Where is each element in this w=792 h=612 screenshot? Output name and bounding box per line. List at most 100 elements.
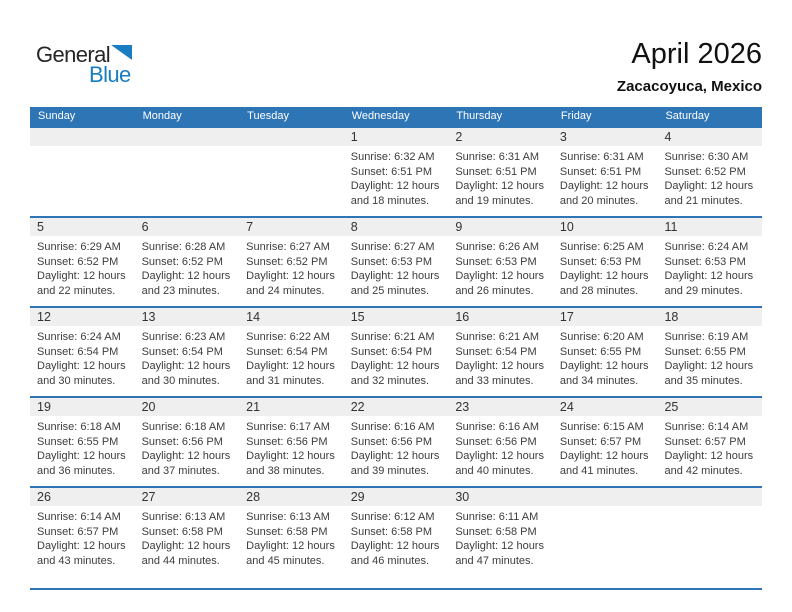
day-details	[239, 146, 344, 150]
day-cell-16: 16 Sunrise: 6:21 AM Sunset: 6:54 PM Dayligh…	[448, 308, 553, 396]
day-details: Sunrise: 6:21 AM Sunset: 6:54 PM Daylight:…	[448, 326, 553, 388]
day-detail-line: Sunrise: 6:28 AM	[141, 241, 226, 253]
day-detail-line: Daylight: 12 hours	[246, 540, 335, 552]
day-detail-line: Sunrise: 6:30 AM	[664, 151, 749, 163]
weekday-header-monday: Monday	[142, 110, 182, 122]
day-detail-line: and 47 minutes.	[455, 554, 534, 567]
day-cell-empty	[134, 128, 240, 216]
week-row-2: 5 Sunrise: 6:29 AM Sunset: 6:52 PM Daylight…	[30, 216, 763, 306]
day-number: 11	[657, 218, 763, 236]
day-detail-line: Sunrise: 6:27 AM	[246, 241, 330, 253]
day-detail-line: Daylight: 12 hours	[246, 450, 335, 462]
day-details: Sunrise: 6:24 AM Sunset: 6:54 PM Daylight:…	[30, 326, 135, 388]
day-number: 16	[448, 308, 553, 326]
day-detail-line: Sunrise: 6:13 AM	[246, 511, 330, 523]
general-blue-logo: General Blue	[36, 44, 133, 86]
day-details: Sunrise: 6:16 AM Sunset: 6:56 PM Daylight:…	[344, 416, 449, 478]
day-number: 18	[657, 308, 763, 326]
day-detail-line: and 46 minutes.	[350, 554, 430, 567]
day-number: 14	[239, 308, 344, 326]
day-detail-line: Sunrise: 6:32 AM	[350, 151, 435, 163]
day-detail-line: Sunrise: 6:21 AM	[350, 331, 435, 343]
day-detail-line: and 36 minutes.	[37, 464, 116, 477]
day-detail-line: Sunset: 6:58 PM	[246, 525, 328, 538]
day-number: 26	[30, 488, 135, 506]
day-detail-line: Sunset: 6:58 PM	[350, 525, 433, 538]
week-row-3: 12 Sunrise: 6:24 AM Sunset: 6:54 PM Dayligh…	[30, 306, 763, 396]
day-details: Sunrise: 6:11 AM Sunset: 6:58 PM Daylight:…	[448, 506, 553, 568]
day-detail-line: Sunset: 6:54 PM	[37, 345, 119, 358]
day-cell-11: 11 Sunrise: 6:24 AM Sunset: 6:53 PM Dayligh…	[657, 218, 763, 306]
day-number: 28	[239, 488, 344, 506]
day-detail-line: Sunset: 6:55 PM	[664, 345, 746, 358]
day-details: Sunrise: 6:23 AM Sunset: 6:54 PM Daylight:…	[135, 326, 240, 388]
day-detail-line: and 34 minutes.	[559, 374, 639, 387]
day-cell-13: 13 Sunrise: 6:23 AM Sunset: 6:54 PM Dayligh…	[134, 308, 240, 396]
week-row-5: 26 Sunrise: 6:14 AM Sunset: 6:57 PM Dayligh…	[30, 486, 763, 576]
day-number: 1	[343, 128, 449, 146]
weekday-header-row: Sunday Monday Tuesday Wednesday Thursday Frid…	[30, 107, 762, 126]
day-detail-line: Sunrise: 6:17 AM	[246, 421, 330, 433]
day-detail-line: Daylight: 12 hours	[455, 270, 544, 282]
day-detail-line: Sunrise: 6:18 AM	[141, 421, 226, 433]
day-detail-line: Sunrise: 6:23 AM	[141, 331, 226, 343]
day-detail-line: and 30 minutes.	[37, 374, 116, 387]
weekday-header-thursday: Thursday	[456, 110, 503, 122]
day-number: 24	[552, 398, 658, 416]
day-cell-24: 24 Sunrise: 6:15 AM Sunset: 6:57 PM Dayligh…	[552, 398, 658, 486]
day-number: 25	[657, 398, 763, 416]
day-detail-line: Sunset: 6:56 PM	[455, 435, 537, 448]
day-detail-line: Sunrise: 6:16 AM	[350, 421, 435, 433]
day-detail-line: Daylight: 12 hours	[559, 180, 649, 192]
day-number: 8	[343, 218, 449, 236]
day-details: Sunrise: 6:25 AM Sunset: 6:53 PM Daylight:…	[553, 236, 658, 298]
day-detail-line: and 31 minutes.	[246, 374, 325, 387]
day-details: Sunrise: 6:13 AM Sunset: 6:58 PM Daylight:…	[239, 506, 344, 568]
day-detail-line: Sunrise: 6:31 AM	[559, 151, 644, 163]
day-cell-8: 8 Sunrise: 6:27 AM Sunset: 6:53 PM Daylight…	[343, 218, 449, 306]
day-details: Sunrise: 6:32 AM Sunset: 6:51 PM Daylight:…	[344, 146, 449, 208]
day-number: 10	[552, 218, 658, 236]
day-detail-line: and 23 minutes.	[141, 284, 220, 297]
day-number: 23	[448, 398, 553, 416]
day-detail-line: Sunset: 6:54 PM	[141, 345, 223, 358]
day-number: 22	[343, 398, 449, 416]
day-detail-line: Sunset: 6:53 PM	[350, 255, 433, 268]
day-detail-line: and 24 minutes.	[246, 284, 325, 297]
day-number: 21	[239, 398, 344, 416]
day-details: Sunrise: 6:15 AM Sunset: 6:57 PM Daylight:…	[553, 416, 658, 478]
day-detail-line: Daylight: 12 hours	[141, 360, 231, 372]
day-detail-line: Sunset: 6:52 PM	[37, 255, 119, 268]
day-detail-line: Sunrise: 6:15 AM	[559, 421, 644, 433]
day-detail-line: Sunrise: 6:24 AM	[37, 331, 121, 343]
day-detail-line: and 32 minutes.	[350, 374, 430, 387]
logo-top-line: General	[36, 44, 133, 66]
day-detail-line: and 18 minutes.	[350, 194, 430, 207]
day-detail-line: Sunset: 6:53 PM	[559, 255, 642, 268]
day-detail-line: Sunset: 6:57 PM	[559, 435, 642, 448]
day-detail-line: Sunset: 6:51 PM	[350, 165, 433, 178]
day-detail-line: Sunset: 6:52 PM	[246, 255, 328, 268]
day-number: 17	[552, 308, 658, 326]
day-detail-line: Sunset: 6:54 PM	[455, 345, 537, 358]
day-detail-line: Daylight: 12 hours	[141, 450, 231, 462]
day-number: 2	[448, 128, 553, 146]
day-cell-7: 7 Sunrise: 6:27 AM Sunset: 6:52 PM Daylight…	[239, 218, 344, 306]
day-cell-empty	[30, 128, 135, 216]
day-detail-line: Daylight: 12 hours	[664, 450, 754, 462]
week-row-1: 1 Sunrise: 6:32 AM Sunset: 6:51 PM Daylight…	[30, 126, 763, 216]
day-detail-line: Daylight: 12 hours	[246, 270, 335, 282]
day-detail-line: and 41 minutes.	[559, 464, 639, 477]
day-detail-line: Sunset: 6:56 PM	[246, 435, 328, 448]
day-detail-line: Sunrise: 6:14 AM	[37, 511, 121, 523]
day-detail-line: Sunrise: 6:18 AM	[37, 421, 121, 433]
day-detail-line: and 42 minutes.	[664, 464, 743, 477]
day-details	[30, 146, 135, 150]
day-cell-20: 20 Sunrise: 6:18 AM Sunset: 6:56 PM Dayligh…	[134, 398, 240, 486]
day-detail-line: and 26 minutes.	[455, 284, 534, 297]
day-detail-line: Sunrise: 6:14 AM	[664, 421, 749, 433]
day-detail-line: and 37 minutes.	[141, 464, 220, 477]
day-detail-line: Sunrise: 6:19 AM	[664, 331, 749, 343]
day-cell-12: 12 Sunrise: 6:24 AM Sunset: 6:54 PM Dayligh…	[30, 308, 135, 396]
